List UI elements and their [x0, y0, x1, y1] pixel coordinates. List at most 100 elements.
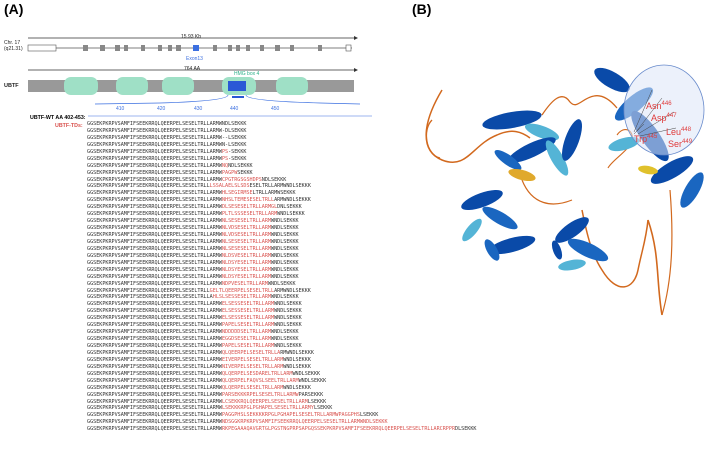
helix: [650, 156, 694, 184]
td-sequence-line: GGSEKPKRPVSAMFIFSEEKRRQLQEERPELSESELTRLL…: [87, 149, 417, 156]
duplicated-segment: GELTLQEERPELSESELTRLL: [209, 287, 275, 294]
td-sequence-line: GGSEKPKRPVSAMFIFSEEKRRQLQEERPELSESELTRLL…: [87, 350, 417, 357]
exon-label: Exon13: [186, 56, 203, 62]
residue-asp-label: Asp447: [651, 113, 677, 123]
helix: [524, 123, 560, 141]
sequence-segment: GGSEKPKRPVSAMFIFSEEKRRQLQEERPELSESELTRLL…: [87, 398, 222, 405]
residue-highlight-circle: [623, 64, 705, 156]
td-sequence-line: GGSEKPKRPVSAMFIFSEEKRRQLQEERPELSESELTRLL…: [87, 378, 417, 385]
td-sequence-line: GGSEKPKRPVSAMFIFSEEKRRQLQEERPELSESELTRLL…: [87, 322, 417, 329]
helix: [608, 136, 640, 152]
helix: [482, 110, 542, 130]
sequence-tail: WNDLSEKKK: [271, 225, 299, 232]
protein-size-label: 764 AA: [184, 66, 201, 72]
sequence-tail: WNDLSEKKK: [274, 315, 302, 322]
zoom-line-right: [245, 94, 361, 105]
sequence-segment: GGSEKPKRPVSAMFIFSEEKRRQLQEERPELSESELTRLL…: [87, 121, 247, 127]
duplicated-segment: NDSGGKRPKRPVSAMFIFSEEKRRQLQEERPELSESELTR…: [221, 419, 388, 426]
sequence-tail: LSEKKK: [313, 405, 333, 412]
sequence-tail: NDLSEKKK: [228, 162, 253, 169]
td-sequence-line: GGSEKPKRPVSAMFIFSEEKRRQLQEERPELSESELTRLL…: [87, 211, 417, 218]
duplicated-segment: NLSESESELTRLLARM: [221, 245, 272, 252]
disordered-loop: [425, 119, 441, 159]
sequence-segment: GGSEKPKRPVSAMFIFSEEKRRQLQEERPELSESELTRLL…: [87, 266, 222, 273]
disordered-loop: [541, 95, 618, 116]
td-sequence-line: GGSEKPKRPVSAMFIFSEEKRRQLQEERPELSESELTRLL…: [87, 294, 417, 301]
disordered-loop: [647, 219, 663, 316]
sequence-segment: GGSEKPKRPVSAMFIFSEEKRRQLQEERPELSESELTRLL…: [87, 252, 222, 259]
sequence-tail: WNDLSEKKK: [274, 308, 302, 315]
disordered-loop: [581, 209, 649, 288]
exon-block: [176, 45, 181, 51]
duplicated-segment: NDDDDDSELTRLLARM: [221, 329, 272, 336]
sequence-segment: GGSEKPKRPVSAMFIFSEEKRRQLQEERPELSESELTRLL…: [87, 336, 222, 343]
exon13-protein-region: [228, 81, 246, 91]
sequence-tail: WNDLSEKKK: [271, 329, 299, 336]
ruler-tick-420: 420: [157, 106, 166, 112]
duplicated-segment: NQ: [221, 162, 229, 169]
duplicated-segment: CPGTRGSGSHDPS: [221, 176, 262, 183]
duplicated-segment: DLSESESELTRLLARMGL: [221, 204, 278, 211]
pointer-line: [633, 89, 653, 133]
td-sequence-line: GGSEKPKRPVSAMFIFSEEKRRQLQEERPELSESELTRLL…: [87, 128, 417, 135]
gene-arrow-head: [354, 36, 358, 40]
duplicated-segment: QLQERPELSESELTRLLARM: [221, 384, 284, 391]
hmg-box-3: [162, 77, 194, 95]
exon-block: [115, 45, 120, 51]
helix: [567, 238, 609, 262]
td-sequence-line: GGSEKPKRPVSAMFIFSEEKRRQLQEERPELSESELTRLL…: [87, 225, 417, 232]
sequence-tail: PARSEKKK: [298, 391, 324, 398]
td-sequence-line: GGSEKPKRPVSAMFIFSEEKRRQLQEERPELSESELTRLL…: [87, 288, 417, 295]
duplicated-segment: PAGPW: [221, 169, 238, 176]
sequence-segment: GGSEKPKRPVSAMFIFSEEKRRQLQEERPELSESELTRLL…: [87, 259, 222, 266]
sequence-tail: ARMWNDLSEKKK: [274, 197, 311, 204]
td-sequence-line: GGSEKPKRPVSAMFIFSEEKRRQLQEERPELSESELTRLL…: [87, 218, 417, 225]
exon-block: [158, 45, 162, 51]
td-sequence-line: GGSEKPKRPVSAMFIFSEEKRRQLQEERPELSESELTRLL…: [87, 336, 417, 343]
duplicated-segment: NLDSYESELTRLLARM: [221, 273, 272, 280]
disordered-loop: [661, 189, 673, 316]
exon-block: [246, 45, 250, 51]
exon-block: [27, 44, 57, 52]
sequence-segment: GGSEKPKRPVSAMFIFSEEKRRQLQEERPELSESELTRLL…: [87, 343, 222, 349]
sequence-tail: WNDLSEKKK: [274, 322, 302, 329]
sequence-segment: GGSEKPKRPVSAMFIFSEEKRRQLQEERPELSESELTRLL…: [87, 134, 222, 141]
helix: [545, 140, 569, 176]
sequence-tail: WNDLSEKKK: [271, 238, 299, 245]
sequence-segment: GGSEKPKRPVSAMFIFSEEKRRQLQEERPELSESELTRLL…: [87, 377, 222, 384]
sequence-tail: WNDLSEKKK: [271, 252, 299, 259]
sequence-segment: GGSEKPKRPVSAMFIFSEEKRRQLQEERPELSESELTRLL…: [87, 127, 222, 134]
residue-trp-label: Trp445: [634, 134, 658, 144]
sequence-segment: GGSEKPKRPVSAMFIFSEEKRRQLQEERPELSESELTRLL…: [87, 391, 222, 398]
exon-block: [83, 45, 88, 51]
sequence-tail: -SEKKK: [228, 148, 247, 155]
exon-block: [213, 45, 217, 51]
duplicated-segment: LCSEKKRQLQEERPELSESELTRLLARM: [221, 398, 308, 405]
duplicated-segment: NLDSVESELTRLLARM: [221, 252, 272, 259]
td-sequence-line: GGSEKPKRPVSAMFIFSEEKRRQLQEERPELSESELTRLL…: [87, 281, 417, 288]
ruler-tick-410: 410: [116, 106, 125, 112]
sequence-tail: LTRLLARMWSEKKK: [252, 190, 296, 197]
exon-block: [318, 45, 322, 51]
duplicated-segment: PLTLSSSESELTRLLARM: [221, 211, 278, 218]
duplicated-segment: NLSESESELTRLLARM: [221, 218, 272, 225]
zoom-marker: [232, 96, 244, 98]
exon13-block: [193, 45, 199, 51]
sequence-tail: WNDLSEKKK: [271, 266, 299, 273]
sequence-segment: GGSEKPKRPVSAMFIFSEEKRRQLQEERPELSESELTRLL…: [87, 280, 222, 287]
duplicated-segment: QLQEERPELSESELTRLLA: [221, 349, 281, 356]
helix: [494, 149, 522, 171]
sequence-tail: DNLSEKKK: [277, 204, 302, 211]
helix: [680, 172, 704, 208]
sequence-segment: GGSEKPKRPVSAMFIFSEEKRRQLQEERPELSESELTRLL…: [87, 204, 222, 211]
sequence-tail: WNDLSEKKK: [274, 343, 302, 349]
sequence-segment: GGSEKPKRPVSAMFIFSEEKRRQLQEERPELSESELTRLL…: [87, 412, 222, 419]
duplicated-segment: QLQERPELFAQVSLSEELTRLLARM: [221, 377, 299, 384]
td-sequence-line: GGSEKPKRPVSAMFIFSEEKRRQLQEERPELSESELTRLL…: [87, 274, 417, 281]
sequence-segment: GGSEKPKRPVSAMFIFSEEKRRQLQEERPELSESELTRLL…: [87, 349, 222, 356]
protein-structure: [425, 64, 705, 316]
duplicated-segment: PS: [221, 148, 229, 155]
duplicated-segment: QLQERPELSESDARELTRLLARM: [221, 370, 293, 377]
td-sequence-line: GGSEKPKRPVSAMFIFSEEKRRQLQEERPELSESELTRLL…: [87, 308, 417, 315]
pointer-line: [635, 97, 663, 133]
